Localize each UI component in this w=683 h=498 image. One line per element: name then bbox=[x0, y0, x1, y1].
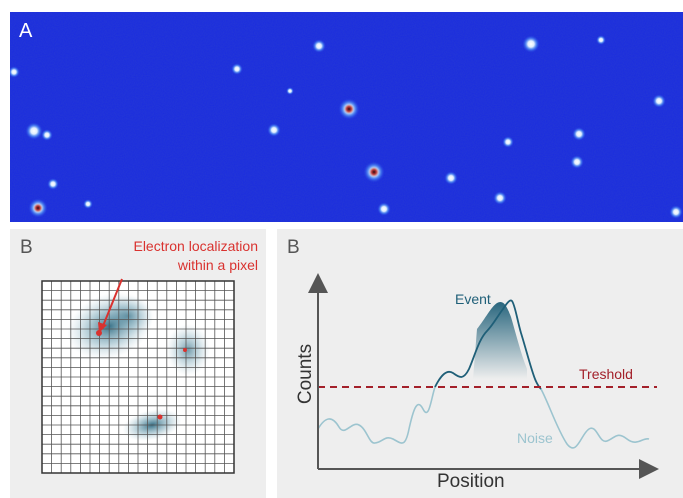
event-signal-trace bbox=[434, 299, 542, 390]
electron-hit-spot bbox=[231, 63, 243, 75]
panel-a-label: A bbox=[19, 20, 33, 42]
charge-clouds bbox=[67, 292, 210, 441]
pixel-grid-border bbox=[41, 280, 235, 474]
electron-hit-spot bbox=[312, 39, 326, 53]
pixel-grid-lines bbox=[42, 281, 234, 473]
pixel-grid-panel: B Electron localization within a pixel bbox=[10, 229, 266, 498]
panel-b-left-label: B bbox=[20, 237, 33, 258]
electron-hit-spot bbox=[41, 129, 53, 141]
electron-hit-spot bbox=[669, 205, 683, 219]
annotation-arrow-head bbox=[98, 322, 107, 333]
electron-hit-spot bbox=[570, 155, 584, 169]
electron-hit-spot bbox=[83, 199, 93, 209]
electron-hit-spots bbox=[10, 35, 683, 219]
pixel-grid-diagram bbox=[41, 278, 235, 474]
detector-frame bbox=[10, 12, 683, 222]
event-peak-shading bbox=[473, 301, 527, 379]
electron-hit-spot bbox=[377, 202, 391, 216]
counts-position-plot bbox=[308, 273, 659, 479]
electron-hit-spot bbox=[493, 191, 507, 205]
electron-hit-spot bbox=[267, 123, 281, 137]
charge-cloud-2 bbox=[166, 324, 210, 376]
threshold-plot-panel: B Event Treshold Noise Counts Position bbox=[277, 229, 683, 498]
electron-hit-core bbox=[344, 104, 354, 114]
electron-hit-spot bbox=[444, 171, 458, 185]
localization-point-3 bbox=[157, 414, 163, 420]
x-axis-label: Position bbox=[437, 471, 505, 492]
annotation-arrow-line bbox=[102, 278, 123, 327]
electron-localization-annotation: Electron localization within a pixel bbox=[133, 237, 258, 275]
electron-hit-spot bbox=[47, 178, 59, 190]
annotation-line-1: Electron localization bbox=[133, 238, 258, 254]
electron-hit-spot bbox=[572, 127, 586, 141]
noise-trace-right bbox=[540, 388, 650, 449]
panel-b-right-label: B bbox=[287, 237, 300, 258]
electron-hit-spot bbox=[286, 87, 294, 95]
y-axis-label: Counts bbox=[295, 343, 316, 405]
annotation-line-2: within a pixel bbox=[177, 257, 258, 273]
noise-trace-left bbox=[317, 386, 436, 444]
electron-hit-spot bbox=[596, 35, 606, 45]
electron-hit-spot bbox=[652, 94, 666, 108]
electron-hit-spot bbox=[10, 66, 20, 78]
electron-hit-spot bbox=[522, 35, 540, 53]
electron-hit-spot bbox=[25, 122, 43, 140]
electron-hit-core bbox=[369, 167, 379, 177]
electron-hit-spot bbox=[502, 136, 514, 148]
threshold-label: Treshold bbox=[579, 366, 633, 382]
noise-label: Noise bbox=[517, 430, 553, 446]
detector-image-panel: A bbox=[10, 12, 683, 222]
event-label: Event bbox=[455, 291, 491, 307]
electron-hit-core bbox=[33, 203, 43, 213]
localization-point-2 bbox=[183, 348, 187, 352]
